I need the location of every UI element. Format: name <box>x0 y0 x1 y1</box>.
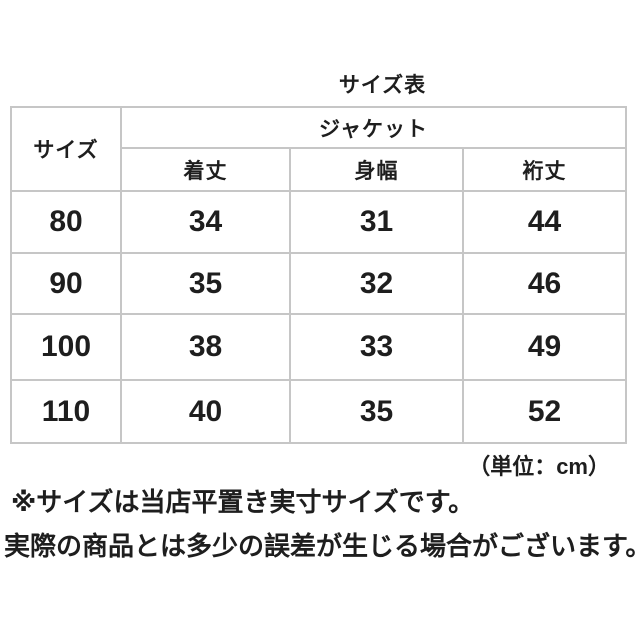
value-cell: 44 <box>462 190 627 254</box>
corner-header-size: サイズ <box>10 106 122 192</box>
value-cell: 46 <box>462 252 627 315</box>
table-measure-header-row: 着丈 身幅 裄丈 <box>11 147 627 192</box>
value-cell: 34 <box>120 190 291 254</box>
size-cell: 110 <box>10 379 122 444</box>
value-cell: 52 <box>462 379 627 444</box>
table-row: 90 35 32 46 <box>10 252 627 315</box>
group-header-jacket: ジャケット <box>120 106 627 149</box>
col-header-sleeve: 裄丈 <box>462 147 627 192</box>
value-cell: 35 <box>120 252 291 315</box>
value-cell: 32 <box>289 252 464 315</box>
note-actual-measurement: ※サイズは当店平置き実寸サイズです。 <box>11 487 475 517</box>
value-cell: 31 <box>289 190 464 254</box>
table-row: 110 40 35 52 <box>10 379 627 444</box>
table-group-header-row: サイズ ジャケット <box>10 106 627 192</box>
col-header-width: 身幅 <box>289 147 464 192</box>
value-cell: 35 <box>289 379 464 444</box>
page-title: サイズ表 <box>338 74 427 97</box>
unit-label: （単位：cm） <box>468 454 610 479</box>
note-tolerance-disclaimer: 実際の商品とは多少の誤差が生じる場合がございます。 <box>4 531 640 561</box>
col-header-length: 着丈 <box>120 147 291 192</box>
table-row: 80 34 31 44 <box>10 190 627 254</box>
value-cell: 49 <box>462 313 627 381</box>
value-cell: 33 <box>289 313 464 381</box>
size-cell: 100 <box>10 313 122 381</box>
size-table: サイズ ジャケット 着丈 身幅 裄丈 80 34 31 44 90 35 32 … <box>10 106 627 444</box>
size-cell: 80 <box>10 190 122 254</box>
value-cell: 40 <box>120 379 291 444</box>
table-row: 100 38 33 49 <box>10 313 627 381</box>
value-cell: 38 <box>120 313 291 381</box>
size-cell: 90 <box>10 252 122 315</box>
